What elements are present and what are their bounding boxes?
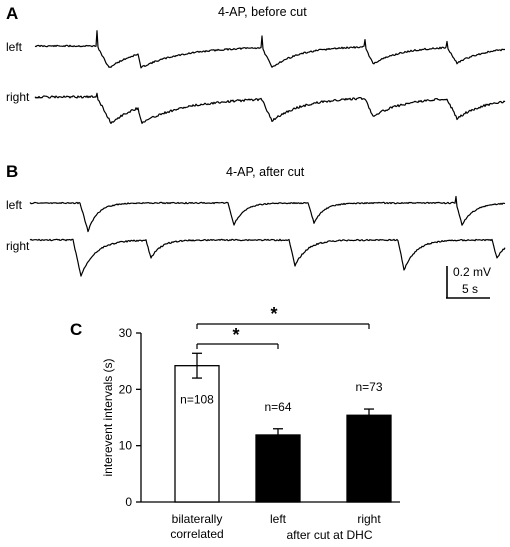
panel-b-left-label: left	[6, 198, 23, 212]
bar	[174, 365, 220, 503]
significance-star: *	[270, 304, 277, 324]
scale-bar: 0.2 mV 5 s	[446, 265, 491, 299]
panel-a-condition: 4-AP, before cut	[218, 5, 307, 19]
y-tick-label: 0	[125, 495, 132, 509]
panel-b-condition: 4-AP, after cut	[226, 165, 305, 179]
bar-chart: 0 10 20 30 interevent intervals (s) n=108 n=64…	[101, 304, 400, 542]
bar	[255, 434, 301, 503]
panel-a-letter: A	[6, 4, 18, 23]
significance-star: *	[232, 325, 239, 345]
x-category-label: correlated	[170, 527, 223, 541]
y-axis-label: interevent intervals (s)	[101, 358, 115, 476]
panel-a-right-trace	[34, 92, 506, 125]
panel-b-letter: B	[6, 162, 18, 181]
x-group-label: after cut at DHC	[286, 528, 372, 542]
panel-b-right-trace	[29, 238, 506, 277]
y-tick-label: 10	[119, 439, 133, 453]
panel-a-right-label: right	[6, 90, 30, 104]
panel-b-left-trace	[29, 195, 506, 233]
y-tick-label: 30	[119, 326, 133, 340]
sample-count-label: n=108	[180, 393, 214, 407]
panel-a-left-label: left	[6, 40, 23, 54]
x-category-label: left	[270, 512, 287, 526]
x-category-label: bilaterally	[172, 512, 223, 526]
panel-b-right-label: right	[6, 239, 30, 253]
sample-count-label: n=64	[264, 400, 291, 414]
sample-count-label: n=73	[355, 380, 382, 394]
bar	[346, 414, 392, 503]
scale-bar-voltage: 0.2 mV	[453, 265, 491, 279]
x-category-label: right	[357, 512, 381, 526]
panel-c-letter: C	[70, 320, 82, 339]
panel-a-left-trace	[34, 30, 505, 69]
y-tick-label: 20	[119, 382, 133, 396]
scale-bar-time: 5 s	[462, 282, 478, 296]
